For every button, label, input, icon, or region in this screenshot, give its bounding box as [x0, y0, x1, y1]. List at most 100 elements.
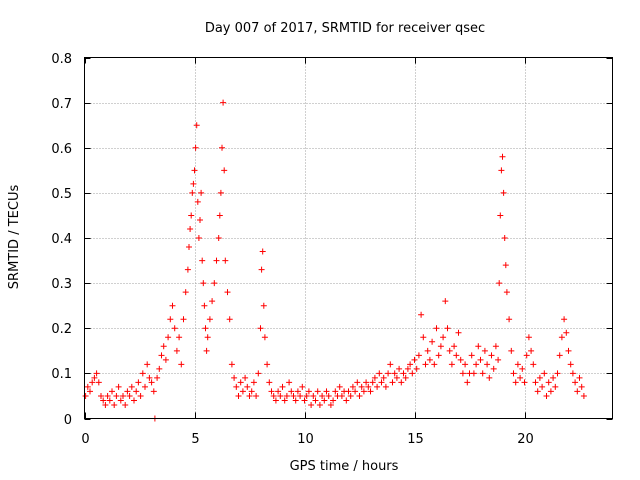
data-point — [499, 153, 506, 160]
data-point — [365, 383, 372, 390]
data-point — [250, 379, 257, 386]
data-point — [319, 392, 326, 399]
data-point — [561, 316, 568, 323]
data-point — [347, 392, 354, 399]
data-point — [258, 266, 265, 273]
data-point — [349, 383, 356, 390]
data-point — [270, 392, 277, 399]
data-point — [422, 361, 429, 368]
data-point — [514, 361, 521, 368]
data-point — [122, 401, 129, 408]
data-point — [211, 280, 218, 287]
y-tick-label: 0.4 — [51, 232, 72, 247]
data-point — [135, 379, 142, 386]
data-point — [580, 392, 587, 399]
data-point — [398, 379, 405, 386]
data-point — [126, 392, 133, 399]
data-point — [266, 379, 273, 386]
data-point — [429, 338, 436, 345]
data-point — [451, 343, 458, 350]
data-point — [197, 216, 203, 223]
data-point — [93, 370, 100, 377]
data-point — [464, 379, 471, 386]
data-point — [184, 266, 191, 273]
data-point — [569, 370, 576, 377]
data-point — [442, 298, 449, 305]
data-point — [453, 352, 460, 359]
data-point — [220, 99, 227, 106]
data-point — [204, 334, 211, 341]
data-point — [154, 374, 161, 381]
y-tick-label: 0.1 — [51, 367, 72, 382]
data-point — [316, 401, 323, 408]
data-point — [128, 383, 135, 390]
data-point — [165, 334, 172, 341]
data-point — [352, 388, 359, 395]
data-point — [182, 289, 189, 296]
data-point — [264, 361, 271, 368]
data-point — [310, 392, 317, 399]
data-point — [275, 388, 282, 395]
data-point — [303, 392, 310, 399]
data-point — [578, 383, 585, 390]
data-point — [510, 370, 517, 377]
data-point — [308, 401, 315, 408]
data-point — [426, 356, 433, 363]
data-point — [330, 397, 337, 404]
data-point — [221, 167, 228, 174]
data-point — [198, 189, 205, 196]
data-point — [117, 397, 124, 404]
data-point — [237, 379, 244, 386]
data-point — [490, 365, 497, 372]
data-point — [558, 334, 565, 341]
data-point — [321, 397, 328, 404]
data-point — [224, 289, 231, 296]
data-point — [323, 388, 330, 395]
data-point — [187, 225, 194, 232]
data-point — [358, 383, 365, 390]
data-point — [574, 388, 581, 395]
data-point — [470, 370, 477, 377]
data-point — [272, 397, 279, 404]
data-point — [193, 122, 200, 129]
data-point — [523, 352, 530, 359]
data-point — [219, 144, 225, 151]
data-point — [222, 257, 229, 264]
data-point — [235, 392, 242, 399]
data-point — [506, 316, 513, 323]
data-point — [508, 347, 515, 354]
data-point — [532, 379, 539, 386]
data-point — [91, 374, 98, 381]
data-point — [186, 244, 192, 251]
data-point — [169, 302, 176, 309]
data-point — [517, 374, 524, 381]
data-point — [242, 374, 249, 381]
x-tick-label: 5 — [191, 432, 199, 447]
data-point — [343, 397, 350, 404]
data-point — [233, 383, 240, 390]
data-point — [556, 352, 563, 359]
data-point — [354, 379, 361, 386]
data-point — [255, 370, 262, 377]
data-point — [194, 198, 201, 205]
data-point — [325, 392, 332, 399]
data-point — [290, 392, 297, 399]
data-point — [391, 370, 398, 377]
data-point — [294, 388, 301, 395]
data-point — [424, 347, 431, 354]
data-point — [400, 370, 407, 377]
data-point — [486, 374, 493, 381]
data-point — [444, 325, 451, 332]
data-point — [260, 302, 267, 309]
data-point — [563, 329, 570, 336]
data-point — [109, 388, 115, 395]
data-point — [545, 379, 552, 386]
grid-lines — [84, 57, 613, 419]
y-tick-label: 0.6 — [51, 142, 72, 157]
chart-title: Day 007 of 2017, SRMTID for receiver qse… — [205, 21, 485, 36]
data-point — [462, 361, 469, 368]
data-point — [283, 392, 290, 399]
data-point — [160, 343, 167, 350]
data-point — [496, 280, 503, 287]
data-point — [500, 189, 507, 196]
